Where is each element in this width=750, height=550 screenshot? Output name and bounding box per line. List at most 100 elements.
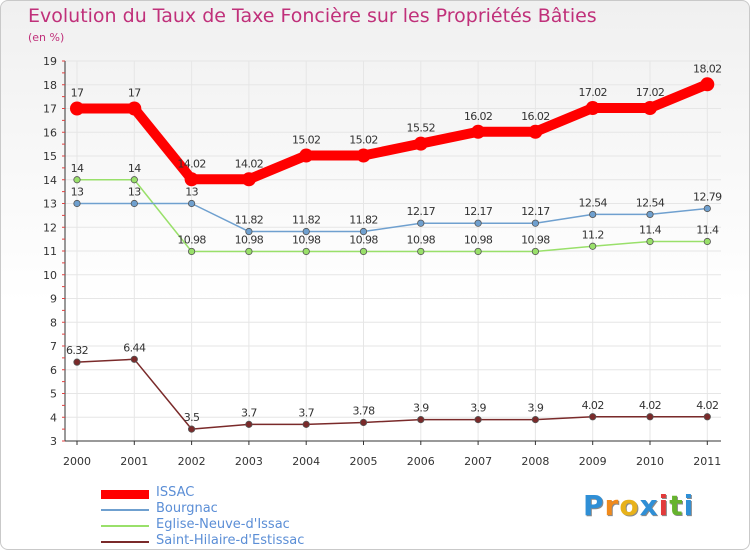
y-tick-label: 8 — [50, 316, 57, 329]
proxiti-logo: Proxiti — [583, 489, 694, 522]
data-point — [531, 247, 540, 256]
data-point — [531, 416, 540, 424]
data-point — [359, 247, 368, 256]
data-label: 14 — [71, 162, 84, 175]
legend-swatch — [101, 489, 149, 499]
y-tick-label: 7 — [50, 340, 57, 353]
y-tick-label: 19 — [43, 55, 57, 68]
data-point — [188, 425, 196, 433]
y-tick-label: 3 — [50, 435, 57, 448]
data-label: 10.98 — [464, 233, 493, 246]
data-point — [302, 420, 310, 428]
data-point — [417, 247, 425, 256]
data-point — [130, 355, 138, 363]
data-point — [703, 204, 711, 213]
data-label: 12.54 — [636, 196, 665, 209]
series-line — [72, 79, 713, 185]
data-label: 11.4 — [696, 224, 719, 237]
legend-swatch — [101, 525, 149, 527]
data-label: 16.02 — [521, 110, 550, 123]
data-label: 14.02 — [177, 157, 206, 170]
legend-label: Eglise-Neuve-d'Issac — [156, 517, 290, 532]
logo-letter: r — [604, 489, 620, 522]
x-tick-label: 2006 — [407, 455, 435, 468]
x-tick-label: 2005 — [350, 455, 378, 468]
data-label: 12.54 — [578, 196, 607, 209]
logo-letter: P — [583, 489, 605, 522]
data-label: 10.98 — [177, 233, 206, 246]
data-point — [646, 237, 654, 246]
y-tick-label: 10 — [43, 269, 57, 282]
data-label: 3.7 — [298, 406, 314, 419]
data-point — [73, 358, 81, 366]
data-label: 13 — [71, 186, 84, 199]
data-point — [241, 172, 256, 187]
y-tick-label: 14 — [43, 174, 57, 187]
data-label: 3.78 — [352, 404, 375, 417]
data-label: 3.9 — [528, 402, 544, 415]
y-tick-label: 5 — [50, 388, 57, 401]
data-label: 3.5 — [184, 411, 200, 424]
data-label: 10.98 — [521, 233, 550, 246]
logo-letter: t — [669, 489, 684, 522]
y-tick-label: 18 — [43, 79, 57, 92]
data-point — [413, 136, 428, 151]
data-point — [130, 176, 138, 184]
data-point — [585, 101, 600, 116]
legend-swatch — [101, 541, 149, 543]
unit-label: (en %) — [28, 31, 65, 44]
x-tick-label: 2001 — [120, 455, 148, 468]
line-chart: 3 4 5 6 7 8 9 10 11 12 13 14 15 16 17 18 19 2000 2001 2002 2… — [43, 55, 723, 468]
data-label: 17.02 — [636, 86, 665, 99]
x-tick-label: 2000 — [63, 455, 91, 468]
data-label: 10.98 — [235, 233, 264, 246]
data-point — [474, 247, 482, 256]
data-label: 12.17 — [521, 205, 550, 218]
data-point — [184, 172, 199, 187]
data-label: 3.9 — [413, 402, 429, 415]
data-point — [703, 413, 711, 421]
logo-letter: o — [619, 489, 640, 522]
data-point — [245, 227, 253, 236]
y-tick-label: 15 — [43, 150, 57, 163]
data-label: 17 — [71, 87, 84, 100]
x-tick-label: 2011 — [693, 455, 721, 468]
logo-letter: i — [683, 489, 695, 522]
data-label: 11.2 — [582, 228, 604, 241]
x-tick-label: 2003 — [235, 455, 263, 468]
data-point — [703, 237, 711, 246]
data-point — [73, 199, 81, 208]
data-label: 11.82 — [292, 214, 321, 227]
data-label: 11.4 — [639, 224, 662, 237]
data-label: 15.52 — [407, 122, 436, 135]
data-label: 12.17 — [407, 205, 436, 218]
x-tick-label: 2008 — [521, 455, 549, 468]
data-point — [417, 219, 425, 227]
data-point — [471, 124, 486, 139]
y-tick-label: 4 — [50, 411, 57, 424]
data-point — [646, 413, 654, 421]
y-tick-label: 13 — [43, 198, 57, 211]
series-line — [76, 358, 709, 430]
data-point — [589, 210, 597, 219]
data-label: 12.79 — [693, 190, 722, 203]
x-tick-label: 2007 — [464, 455, 492, 468]
legend-swatch — [101, 509, 149, 511]
data-label: 6.44 — [123, 341, 146, 354]
data-point — [646, 210, 654, 219]
data-label: 3.7 — [241, 406, 257, 419]
data-point — [245, 247, 253, 256]
data-point — [302, 227, 310, 236]
data-point — [643, 101, 657, 116]
data-label: 14 — [128, 162, 141, 175]
data-point — [188, 199, 196, 208]
data-label: 13 — [128, 186, 141, 199]
x-tick-label: 2010 — [636, 455, 664, 468]
data-point — [302, 247, 310, 256]
data-point — [245, 420, 253, 428]
data-point — [417, 416, 425, 424]
data-label: 15.02 — [349, 134, 378, 147]
data-point — [531, 219, 540, 227]
legend-label: ISSAC — [156, 485, 195, 500]
data-point — [528, 124, 543, 139]
